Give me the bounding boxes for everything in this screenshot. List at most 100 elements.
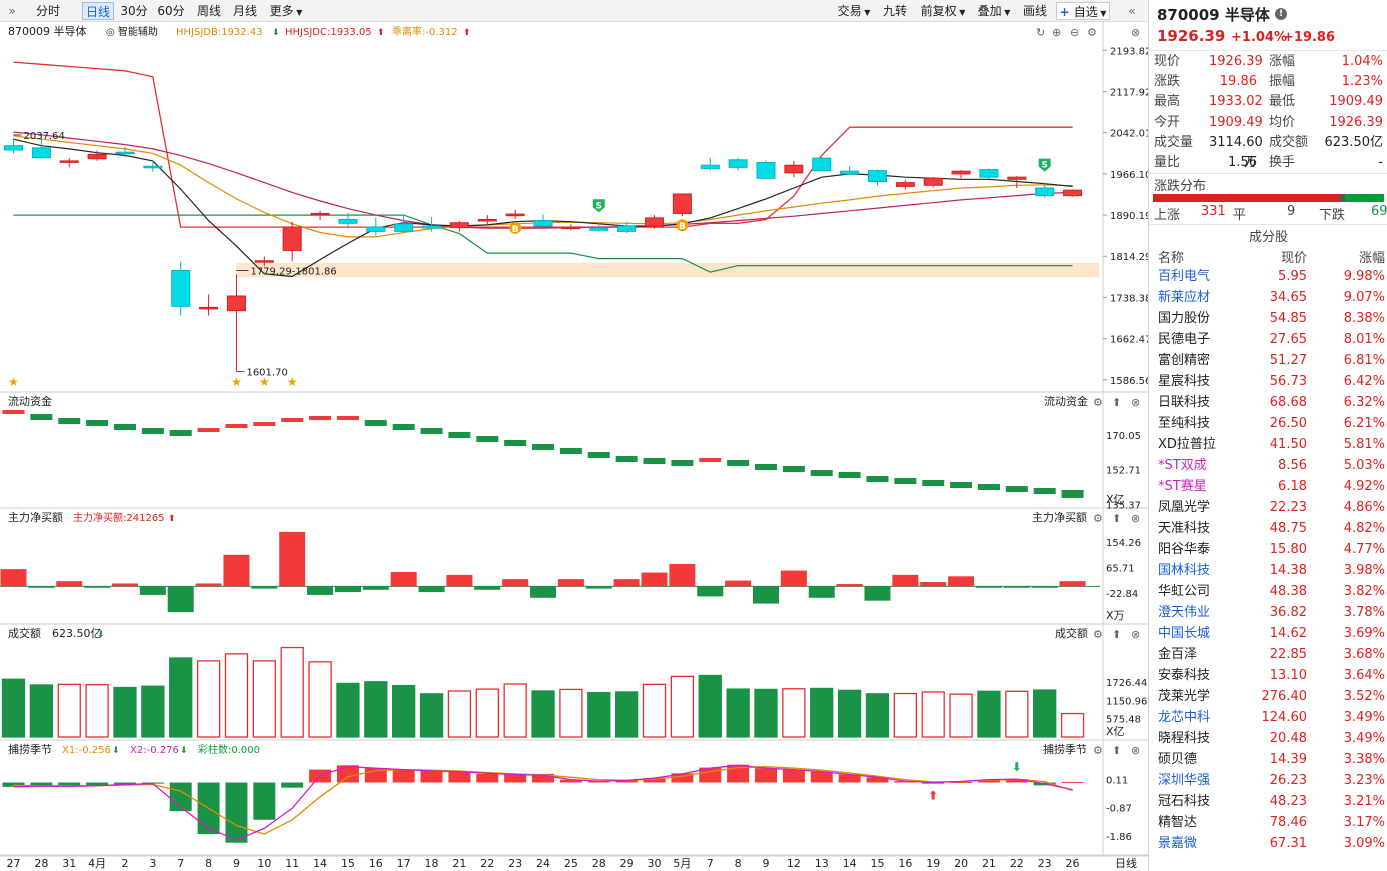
candle[interactable]: [645, 215, 665, 229]
candle[interactable]: [561, 224, 581, 231]
candle[interactable]: [59, 158, 79, 168]
candle[interactable]: [533, 214, 553, 227]
candle[interactable]: [310, 210, 330, 221]
zoom-in-icon[interactable]: ⊕: [1052, 26, 1061, 39]
stock-name[interactable]: 冠石科技: [1158, 794, 1211, 809]
zoom-out-icon[interactable]: ⊖: [1070, 26, 1079, 39]
tab-intraday[interactable]: 分时: [35, 4, 60, 18]
close-icon[interactable]: ⊗: [1131, 512, 1140, 525]
constituent-row[interactable]: 澄天伟业 36.82 3.78%: [1149, 603, 1387, 623]
candlestick-pane[interactable]: 870009 半导体 ◎ 智能辅助 HHJSJDB:1932.43 ⬇ HHJS…: [4, 24, 1149, 389]
candle[interactable]: [895, 179, 915, 190]
constituent-row[interactable]: XD拉普拉 41.50 5.81%: [1149, 435, 1387, 455]
candle[interactable]: [394, 215, 414, 232]
candle[interactable]: [951, 170, 971, 179]
stock-name[interactable]: 茂莱光学: [1158, 689, 1211, 704]
constituent-row[interactable]: 冠石科技 48.23 3.21%: [1149, 792, 1387, 812]
constituent-row[interactable]: 龙芯中科 124.60 3.49%: [1149, 708, 1387, 728]
double-chevron-right-icon[interactable]: »: [8, 4, 16, 18]
stock-name[interactable]: 天准科技: [1158, 521, 1211, 536]
constituent-row[interactable]: 深圳华强 26.23 3.23%: [1149, 771, 1387, 791]
tab-weekly[interactable]: 周线: [196, 4, 221, 18]
candle[interactable]: [449, 221, 469, 232]
stock-name[interactable]: 凤凰光学: [1158, 500, 1211, 515]
close-icon[interactable]: ⊗: [1131, 26, 1140, 39]
candle[interactable]: [199, 294, 219, 316]
tab-monthly[interactable]: 月线: [232, 4, 257, 18]
constituent-row[interactable]: *ST赛星 6.18 4.92%: [1149, 477, 1387, 497]
stock-name[interactable]: 安泰科技: [1158, 668, 1211, 683]
close-icon[interactable]: ⊗: [1131, 744, 1140, 757]
constituent-row[interactable]: *ST双成 8.56 5.03%: [1149, 456, 1387, 476]
stock-name[interactable]: 百利电气: [1158, 269, 1211, 284]
col-name[interactable]: 名称: [1158, 251, 1185, 266]
stock-name[interactable]: 深圳华强: [1158, 773, 1211, 788]
col-pct[interactable]: 涨幅: [1358, 251, 1385, 266]
constituent-row[interactable]: 富创精密 51.27 6.81%: [1149, 351, 1387, 371]
constituent-row[interactable]: 景嘉微 67.31 3.09%: [1149, 834, 1387, 854]
candle[interactable]: [338, 212, 358, 229]
smart-assist-toggle[interactable]: ◎ 智能辅助: [106, 25, 158, 38]
candle[interactable]: [477, 215, 497, 225]
candle[interactable]: [226, 274, 246, 372]
stock-name[interactable]: *ST双成: [1158, 458, 1207, 473]
constituent-row[interactable]: 茂莱光学 276.40 3.52%: [1149, 687, 1387, 707]
candle[interactable]: [756, 160, 776, 179]
tab-30min[interactable]: 30分: [120, 4, 148, 18]
candle[interactable]: [1063, 189, 1083, 197]
chart-area[interactable]: 870009 半导体 ◎ 智能辅助 HHJSJDB:1932.43 ⬇ HHJS…: [0, 22, 1148, 871]
candle[interactable]: [143, 159, 163, 172]
constituent-row[interactable]: 新莱应材 34.65 9.07%: [1149, 288, 1387, 308]
stock-name[interactable]: 澄天伟业: [1158, 605, 1211, 620]
constituent-row[interactable]: 国林科技 14.38 3.98%: [1149, 561, 1387, 581]
constituent-row[interactable]: 硕贝德 14.39 3.38%: [1149, 750, 1387, 770]
candle[interactable]: [1007, 176, 1027, 189]
trade-button[interactable]: 交易 ▼: [832, 2, 876, 20]
candle[interactable]: [617, 222, 637, 234]
stock-name[interactable]: 龙芯中科: [1158, 710, 1211, 725]
stock-name[interactable]: 晓程科技: [1158, 731, 1211, 746]
refresh-icon[interactable]: ↻: [1036, 26, 1045, 39]
stock-name[interactable]: 星宸科技: [1158, 374, 1211, 389]
tab-more[interactable]: 更多 ▼: [266, 2, 306, 20]
tab-daily[interactable]: 日线: [82, 2, 114, 20]
candle[interactable]: [87, 150, 107, 161]
move-up-icon[interactable]: ⬆: [1112, 628, 1121, 641]
constituent-row[interactable]: 安泰科技 13.10 3.64%: [1149, 666, 1387, 686]
candle[interactable]: [422, 217, 442, 232]
candle[interactable]: [115, 146, 135, 158]
overlay-button[interactable]: 叠加 ▼: [972, 2, 1016, 20]
stock-name[interactable]: 新莱应材: [1158, 290, 1211, 305]
candle[interactable]: [171, 261, 191, 316]
tab-60min[interactable]: 60分: [157, 4, 185, 18]
candle[interactable]: [812, 157, 832, 172]
constituent-row[interactable]: 晓程科技 20.48 3.49%: [1149, 729, 1387, 749]
stock-name[interactable]: 至纯科技: [1158, 416, 1211, 431]
jiuzhuan-button[interactable]: 九转: [882, 4, 907, 18]
constituent-row[interactable]: 星宸科技 56.73 6.42%: [1149, 372, 1387, 392]
constituent-row[interactable]: 精智达 78.46 3.17%: [1149, 813, 1387, 833]
constituent-row[interactable]: 民德电子 27.65 8.01%: [1149, 330, 1387, 350]
add-watch-button[interactable]: + 自选 ▼: [1056, 2, 1110, 20]
season-pane[interactable]: 捕捞季节 X1:-0.256 ⬇ X2:-0.276 ⬇ 彩柱数:0.000 捕…: [2, 742, 1132, 843]
candle[interactable]: [923, 177, 943, 188]
candle[interactable]: [589, 223, 609, 232]
stock-name[interactable]: 国力股份: [1158, 311, 1211, 326]
col-price[interactable]: 现价: [1280, 251, 1307, 266]
stock-name[interactable]: 阳谷华泰: [1158, 542, 1211, 557]
stock-name[interactable]: 精智达: [1158, 815, 1198, 830]
stock-name[interactable]: 硕贝德: [1158, 752, 1198, 767]
stock-name[interactable]: 国林科技: [1158, 563, 1211, 578]
settings-icon[interactable]: ⚙: [1093, 512, 1103, 525]
candle[interactable]: [672, 193, 692, 217]
stock-name[interactable]: 日联科技: [1158, 395, 1211, 410]
candle[interactable]: [31, 135, 51, 159]
stock-name[interactable]: 金百泽: [1158, 647, 1198, 662]
close-icon[interactable]: ⊗: [1131, 628, 1140, 641]
settings-icon[interactable]: ⚙: [1087, 26, 1097, 39]
candle[interactable]: [366, 217, 386, 236]
stock-name[interactable]: 华虹公司: [1158, 584, 1211, 599]
stock-name[interactable]: 民德电子: [1158, 332, 1211, 347]
